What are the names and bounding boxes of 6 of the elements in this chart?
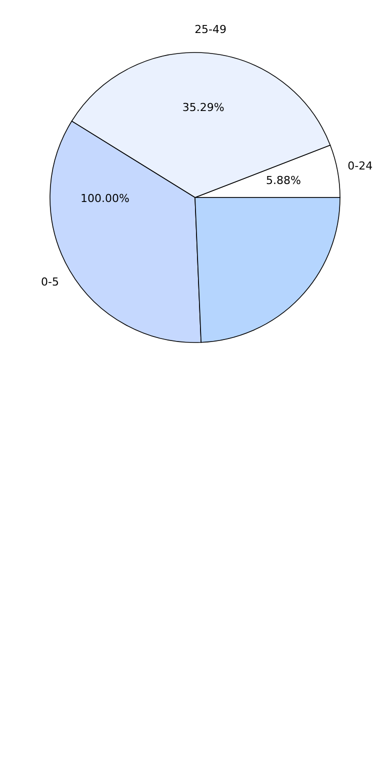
data-label: 35.29%: [182, 100, 224, 114]
slice-label: 0-5: [40, 275, 59, 288]
text: 100.00%: [80, 192, 130, 205]
data-label: 5.88%: [266, 174, 301, 187]
slice-label: 0-24: [348, 160, 373, 173]
slice-label: 25-49: [194, 23, 227, 36]
